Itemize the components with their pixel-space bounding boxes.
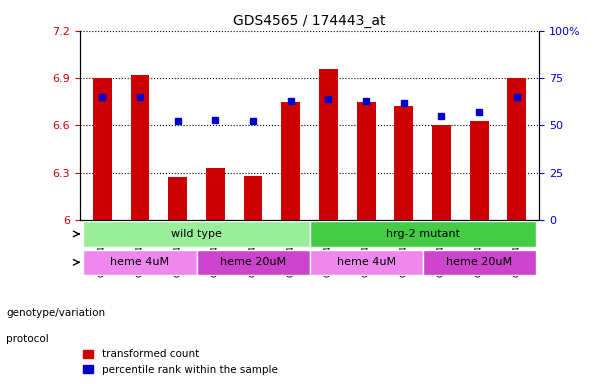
FancyBboxPatch shape	[197, 250, 310, 275]
Text: protocol: protocol	[6, 334, 49, 344]
Bar	[432, 125, 451, 220]
Bar	[131, 75, 150, 220]
FancyBboxPatch shape	[83, 221, 310, 247]
Bar	[470, 121, 489, 220]
Legend: transformed count, percentile rank within the sample: transformed count, percentile rank withi…	[78, 345, 282, 379]
Bar	[168, 177, 187, 220]
Bar	[357, 102, 376, 220]
Text: heme 20uM: heme 20uM	[220, 257, 286, 267]
Text: hrg-2 mutant: hrg-2 mutant	[386, 229, 460, 239]
Text: heme 4uM: heme 4uM	[110, 257, 170, 267]
Bar	[319, 68, 338, 220]
Bar	[394, 106, 413, 220]
FancyBboxPatch shape	[422, 250, 536, 275]
Text: heme 20uM: heme 20uM	[446, 257, 512, 267]
Bar	[281, 102, 300, 220]
Bar	[206, 168, 225, 220]
Bar	[93, 78, 112, 220]
Text: heme 4uM: heme 4uM	[337, 257, 395, 267]
FancyBboxPatch shape	[83, 250, 197, 275]
FancyBboxPatch shape	[310, 250, 422, 275]
Title: GDS4565 / 174443_at: GDS4565 / 174443_at	[234, 14, 386, 28]
Bar	[508, 78, 526, 220]
Bar	[243, 175, 262, 220]
FancyBboxPatch shape	[310, 221, 536, 247]
Text: genotype/variation: genotype/variation	[6, 308, 105, 318]
Text: wild type: wild type	[171, 229, 222, 239]
